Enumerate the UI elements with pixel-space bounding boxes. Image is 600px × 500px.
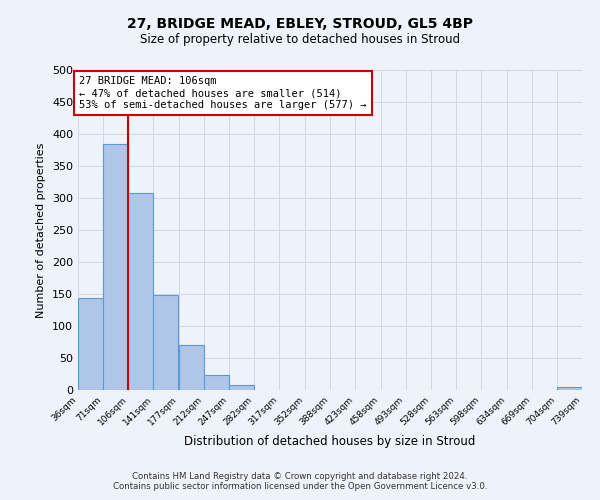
Y-axis label: Number of detached properties: Number of detached properties (37, 142, 46, 318)
Bar (153, 294, 178, 390)
Text: Size of property relative to detached houses in Stroud: Size of property relative to detached ho… (140, 32, 460, 46)
Bar (557, 387, 582, 390)
Bar (204, 374, 229, 390)
Text: Contains public sector information licensed under the Open Government Licence v3: Contains public sector information licen… (113, 482, 487, 491)
X-axis label: Distribution of detached houses by size in Stroud: Distribution of detached houses by size … (184, 436, 476, 448)
Bar (179, 345, 204, 390)
Bar (78, 298, 103, 390)
Text: 27 BRIDGE MEAD: 106sqm
← 47% of detached houses are smaller (514)
53% of semi-de: 27 BRIDGE MEAD: 106sqm ← 47% of detached… (79, 76, 367, 110)
Bar (229, 385, 254, 390)
Text: Contains HM Land Registry data © Crown copyright and database right 2024.: Contains HM Land Registry data © Crown c… (132, 472, 468, 481)
Bar (128, 193, 153, 390)
Text: 27, BRIDGE MEAD, EBLEY, STROUD, GL5 4BP: 27, BRIDGE MEAD, EBLEY, STROUD, GL5 4BP (127, 18, 473, 32)
Bar (103, 144, 128, 390)
